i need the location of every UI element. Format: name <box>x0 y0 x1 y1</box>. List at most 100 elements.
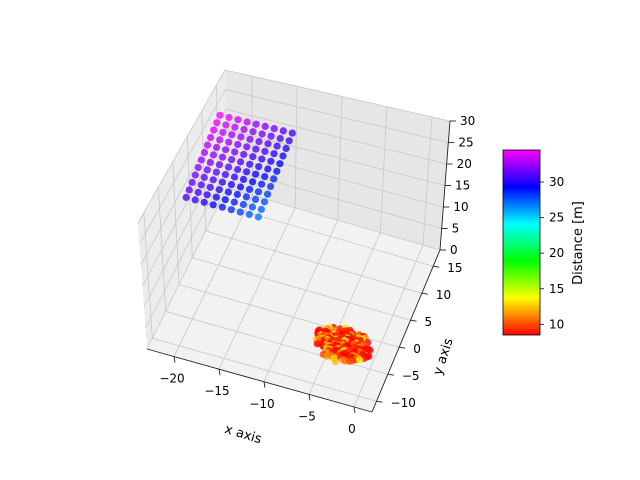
z-tick-label: 25 <box>458 136 473 150</box>
data-point <box>323 352 331 360</box>
data-point <box>236 183 245 191</box>
data-point <box>252 145 260 153</box>
data-point <box>288 129 296 137</box>
y-axis-line <box>371 249 441 413</box>
data-point <box>210 126 218 134</box>
data-point <box>267 157 275 165</box>
data-point <box>230 198 238 206</box>
data-point <box>237 133 245 141</box>
y-tick-label: 15 <box>447 261 462 275</box>
data-point <box>346 357 354 365</box>
z-grid-left <box>139 89 226 245</box>
data-point <box>200 173 208 181</box>
data-point <box>212 193 220 201</box>
data-point <box>279 127 287 135</box>
data-point <box>255 163 263 171</box>
y-grid-floor <box>192 257 411 321</box>
back-pane <box>225 70 450 250</box>
y-axis-label: y axis <box>431 336 457 377</box>
z-tick-label: 5 <box>452 222 460 236</box>
z-tick-label: 20 <box>457 157 472 171</box>
data-point <box>252 120 260 128</box>
x-tick-mark <box>173 356 176 363</box>
z-grid-back <box>225 108 447 165</box>
data-point <box>197 181 205 189</box>
x-tick-label: −5 <box>298 409 316 423</box>
data-point <box>246 160 254 168</box>
data-point <box>331 357 339 366</box>
data-point <box>249 153 257 161</box>
data-point <box>270 125 278 133</box>
z-grid-back <box>226 187 441 251</box>
data-point <box>267 132 275 140</box>
data-point <box>237 158 245 166</box>
x-tick-label: −20 <box>159 372 184 386</box>
z-tick-label: 0 <box>450 243 458 257</box>
y-grid-floor <box>152 337 377 402</box>
y-tick-label: 10 <box>436 288 451 302</box>
y-tick-mark <box>376 400 383 403</box>
y-grid-floor <box>218 203 434 267</box>
data-point <box>230 173 239 181</box>
data-point <box>224 163 233 171</box>
y-tick-mark <box>433 265 440 268</box>
left-pane <box>138 70 227 349</box>
x-tick-mark <box>308 394 311 401</box>
data-point <box>233 190 241 199</box>
x-grid-floor <box>218 207 296 370</box>
y-tick-mark <box>421 292 428 295</box>
data-point <box>206 158 214 166</box>
data-point <box>264 140 272 148</box>
data-point <box>218 178 226 186</box>
data-point <box>254 213 262 221</box>
data-point <box>222 146 230 154</box>
data-point <box>355 356 364 364</box>
y-tick-label: −10 <box>391 396 416 410</box>
z-tick-label: 30 <box>460 114 475 128</box>
data-point <box>213 143 221 151</box>
data-point <box>191 171 199 179</box>
data-point <box>207 134 215 142</box>
data-point <box>203 166 211 174</box>
data-point <box>225 138 233 146</box>
data-point <box>276 134 284 143</box>
data-point <box>240 150 248 158</box>
data-point <box>219 128 227 136</box>
data-point <box>273 142 281 150</box>
data-point <box>222 121 230 129</box>
data-point <box>261 122 269 130</box>
y-tick-label: 5 <box>425 315 433 329</box>
data-point <box>273 167 281 175</box>
data-point <box>206 183 214 191</box>
data-point <box>236 208 244 216</box>
data-point <box>248 203 256 211</box>
data-point <box>203 141 212 149</box>
data-point <box>245 210 253 219</box>
data-point <box>225 113 233 122</box>
data-point <box>231 148 239 156</box>
z-grid-back <box>225 128 446 186</box>
z-tick-label: 10 <box>453 200 468 214</box>
data-point <box>221 171 229 179</box>
x-axis-label: x axis <box>223 422 264 447</box>
data-point <box>231 123 239 131</box>
data-point <box>215 161 224 169</box>
colorbar-label: Distance [m] <box>571 201 586 285</box>
colorbar: 10 15 20 25 30 Distance [m] <box>502 149 586 336</box>
data-point <box>267 182 275 191</box>
z-tick-label: 15 <box>455 179 470 193</box>
colorbar-tick-label: 10 <box>549 317 564 331</box>
data-point <box>240 125 248 134</box>
data-point <box>261 147 269 155</box>
x-tick-label: −10 <box>249 397 274 411</box>
z-grid-left <box>137 69 226 224</box>
x-tick-label: 0 <box>348 422 356 436</box>
z-grid-back <box>224 69 451 122</box>
data-point <box>209 201 217 209</box>
data-point <box>243 143 251 151</box>
colorbar-gradient <box>502 149 541 336</box>
x-tick-label: −15 <box>204 384 229 398</box>
z-grid-left <box>143 148 227 308</box>
x-axis-line <box>146 348 373 413</box>
